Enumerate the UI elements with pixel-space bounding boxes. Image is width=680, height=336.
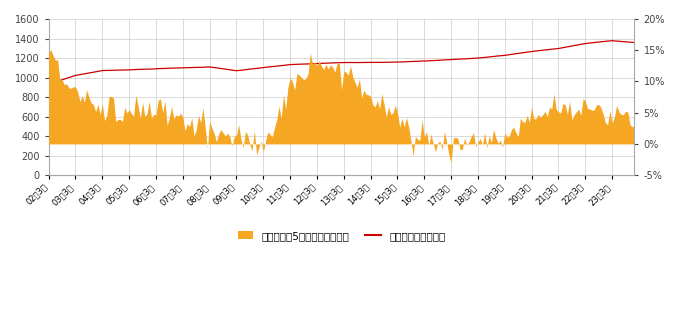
Legend: 参照指数の5年騰落率（右軸）, 参照指数値（左軸）: 参照指数の5年騰落率（右軸）, 参照指数値（左軸） [233, 226, 449, 245]
